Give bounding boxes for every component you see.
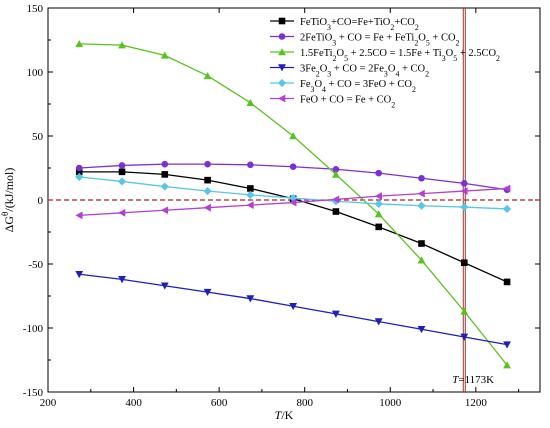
data-point	[417, 189, 425, 198]
x-tick-label: 1200	[465, 397, 488, 409]
legend-marker	[278, 17, 286, 25]
x-tick-label: 1000	[379, 397, 402, 409]
data-point	[374, 199, 383, 208]
y-tick-label: -100	[23, 323, 44, 335]
legend-marker	[278, 64, 286, 72]
data-point	[118, 276, 126, 284]
y-tick-label: 150	[27, 3, 44, 15]
y-axis-title: ΔGθ/(kJ/mol)	[0, 168, 16, 233]
x-tick-label: 600	[211, 397, 228, 409]
legend-entry-1: FeTiO3+CO=Fe+TiO2+CO2	[300, 17, 419, 32]
data-point	[503, 184, 511, 193]
data-point	[289, 132, 298, 140]
data-point	[247, 161, 254, 169]
data-point	[117, 177, 127, 186]
data-point	[332, 310, 340, 318]
data-point	[160, 182, 169, 191]
y-tick-label: -50	[28, 259, 43, 271]
data-point	[203, 186, 212, 196]
legend-marker	[278, 94, 286, 103]
data-point	[118, 162, 126, 169]
data-point	[75, 172, 84, 182]
data-point	[374, 192, 383, 201]
legend-marker	[278, 48, 286, 56]
data-point	[417, 256, 426, 264]
y-tick-label: 100	[27, 67, 44, 79]
data-point	[289, 302, 298, 311]
y-tick-label: 0	[38, 195, 44, 207]
data-point	[161, 160, 169, 168]
data-point	[118, 41, 126, 49]
legend-marker	[277, 78, 287, 88]
data-point	[460, 333, 469, 341]
data-point	[503, 278, 511, 286]
data-point	[332, 170, 340, 178]
x-axis-title: T/K	[275, 408, 294, 422]
data-point	[374, 318, 383, 326]
data-point	[204, 160, 211, 168]
data-point	[502, 204, 512, 214]
x-tick-label: 800	[296, 397, 313, 409]
legend-entry-4: 3Fe2O3 + CO = 2Fe3O4 + CO2	[300, 64, 429, 79]
data-point	[160, 51, 169, 59]
data-point	[460, 307, 469, 315]
data-point	[246, 201, 254, 210]
legend-marker	[278, 33, 286, 40]
legend-entry-2: 2FeTiO3 + CO = Fe + FeTi2O5 + CO2	[300, 33, 460, 48]
data-point	[203, 203, 211, 212]
data-point	[460, 187, 468, 195]
data-point	[160, 206, 169, 215]
data-point	[503, 361, 511, 369]
x-tick-label: 200	[40, 397, 57, 409]
data-point	[418, 240, 425, 247]
data-point	[246, 190, 255, 199]
data-point	[332, 208, 340, 215]
data-point	[460, 202, 469, 212]
data-point	[75, 270, 84, 279]
data-point	[332, 165, 340, 173]
data-point	[417, 201, 426, 210]
y-tick-label: -150	[23, 387, 44, 399]
data-point	[460, 180, 468, 187]
data-point	[460, 259, 468, 267]
data-point	[289, 198, 297, 207]
data-point	[160, 282, 169, 290]
data-point	[246, 295, 255, 303]
data-point	[332, 195, 340, 204]
legend-entry-6: FeO + CO = Fe + CO2	[300, 95, 395, 110]
data-point	[118, 208, 126, 217]
data-point	[204, 176, 211, 184]
data-point	[75, 164, 83, 172]
data-point	[417, 325, 426, 334]
data-point	[161, 171, 169, 178]
data-point	[375, 169, 383, 177]
data-point	[203, 288, 212, 297]
data-point	[503, 341, 511, 349]
x-tick-label: 400	[125, 397, 142, 409]
y-tick-label: 50	[32, 131, 44, 143]
data-point	[418, 174, 425, 182]
data-point	[75, 211, 83, 220]
temperature-annotation: T=1173K	[452, 374, 494, 386]
data-point	[75, 39, 84, 48]
data-point	[374, 210, 383, 218]
data-point	[118, 168, 126, 176]
data-point	[75, 168, 83, 176]
plot-area: 200 400 600 800 1000 1200 -150 -100 -50 0 50 100 150…	[0, 3, 541, 422]
legend-entry-3: 1.5FeTi2O5 + 2.5CO = 1.5Fe + Ti3O5 + 2.5…	[300, 48, 500, 63]
data-point	[203, 71, 212, 80]
data-point	[375, 223, 383, 231]
legend-entry-5: Fe3O4 + CO = 3FeO + CO2	[300, 79, 416, 94]
data-point	[289, 163, 297, 171]
data-point	[247, 185, 254, 192]
data-point	[246, 98, 255, 107]
